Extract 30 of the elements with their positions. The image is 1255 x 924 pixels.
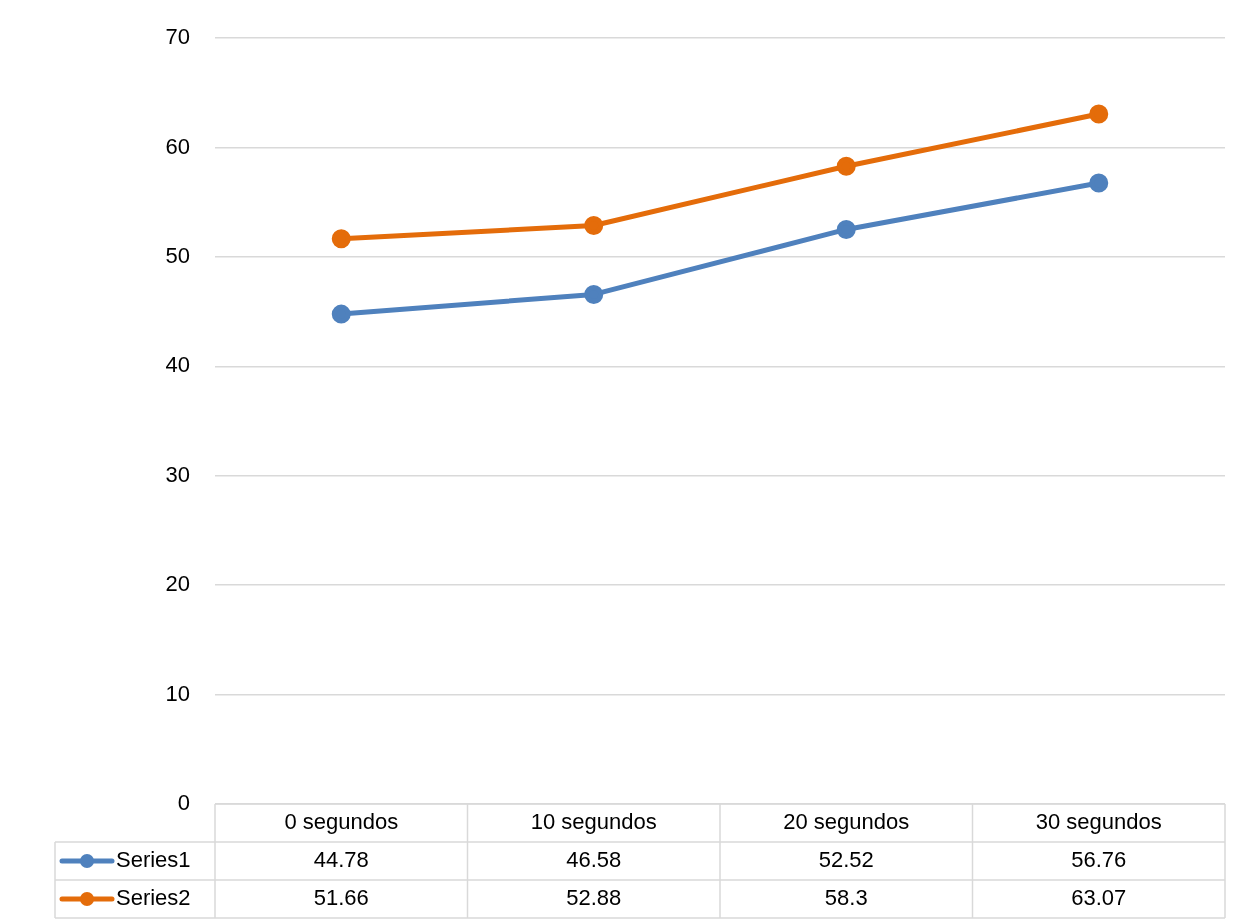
data-label: 51.66 [313,885,369,911]
point [836,156,856,176]
x-tick-label: 10 segundos [530,809,657,835]
data-label: 44.78 [313,847,369,873]
point [584,284,604,304]
data-label: 63.07 [1071,885,1127,911]
point [331,304,351,324]
x-tick-label: 0 segundos [284,809,399,835]
point [584,215,604,235]
y-tick-label: 40 [165,352,190,378]
legend-label: Series2 [116,885,191,911]
data-label: 58.3 [824,885,868,911]
data-label: 52.88 [566,885,622,911]
y-tick-label: 30 [165,461,190,487]
y-tick-label: 60 [165,133,190,159]
y-tick-label: 0 [177,790,190,816]
data-label: 52.52 [818,847,874,873]
x-tick-label: 20 segundos [783,809,910,835]
y-tick-label: 10 [165,680,190,706]
y-tick-label: 70 [165,24,190,50]
x-tick-label: 30 segundos [1035,809,1162,835]
data-label: 56.76 [1071,847,1127,873]
y-tick-label: 50 [165,243,190,269]
point [836,219,856,239]
legend-label: Series1 [116,847,191,873]
point [331,229,351,249]
y-tick-label: 20 [165,571,190,597]
point [1089,173,1109,193]
data-label: 46.58 [566,847,622,873]
point [1089,104,1109,124]
